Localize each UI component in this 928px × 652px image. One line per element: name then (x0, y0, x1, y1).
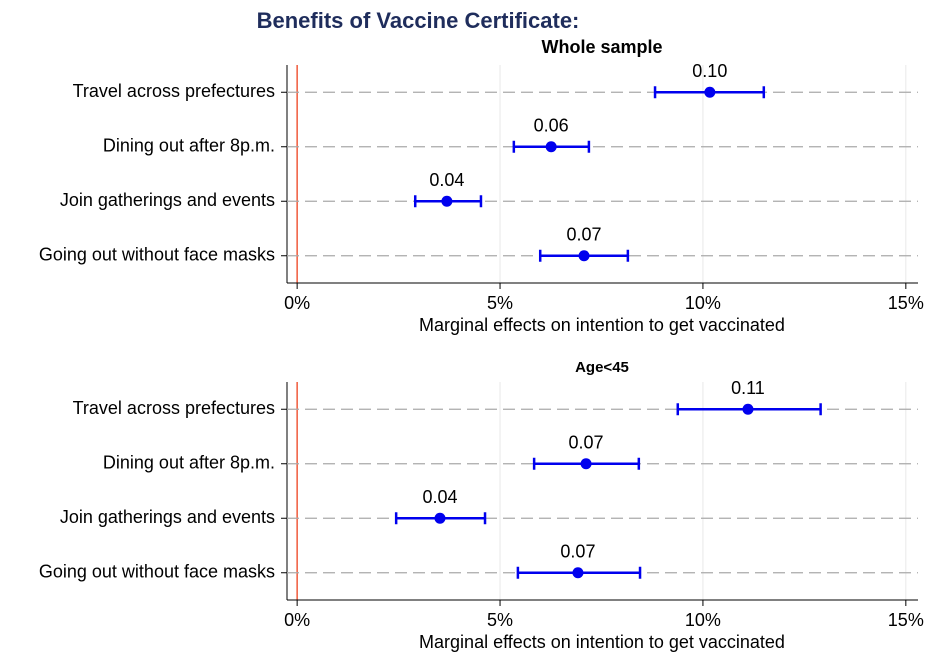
x-axis-label: Marginal effects on intention to get vac… (419, 315, 785, 335)
data-label: 0.07 (560, 542, 595, 562)
point (704, 86, 716, 98)
x-tick-label: 10% (685, 610, 721, 630)
data-label: 0.04 (422, 487, 457, 507)
x-tick-label: 5% (487, 610, 513, 630)
point (545, 141, 557, 153)
data-label: 0.06 (534, 116, 569, 136)
x-tick-label: 10% (685, 293, 721, 313)
data-label: 0.10 (692, 61, 727, 81)
x-tick-label: 0% (284, 293, 310, 313)
y-tick-label: Dining out after 8p.m. (103, 136, 275, 156)
y-tick-label: Join gatherings and events (60, 507, 275, 527)
x-tick-label: 15% (888, 293, 924, 313)
y-tick-label: Going out without face masks (39, 562, 275, 582)
point (578, 250, 590, 262)
point (434, 512, 446, 524)
point (441, 195, 453, 207)
y-tick-label: Going out without face masks (39, 245, 275, 265)
data-label: 0.04 (429, 170, 464, 190)
y-tick-label: Join gatherings and events (60, 190, 275, 210)
x-tick-label: 0% (284, 610, 310, 630)
x-tick-label: 15% (888, 610, 924, 630)
point (572, 567, 584, 579)
y-tick-label: Travel across prefectures (73, 81, 275, 101)
panel-title: Age<45 (575, 359, 629, 376)
y-tick-label: Travel across prefectures (73, 398, 275, 418)
data-label: 0.11 (731, 378, 765, 398)
x-tick-label: 5% (487, 293, 513, 313)
data-label: 0.07 (567, 225, 602, 245)
data-label: 0.07 (569, 433, 604, 453)
panel-title: Whole sample (541, 37, 662, 57)
point (742, 403, 754, 415)
x-axis-label: Marginal effects on intention to get vac… (419, 632, 785, 652)
y-tick-label: Dining out after 8p.m. (103, 453, 275, 473)
page-title: Benefits of Vaccine Certificate: (257, 8, 580, 33)
point (580, 458, 592, 470)
